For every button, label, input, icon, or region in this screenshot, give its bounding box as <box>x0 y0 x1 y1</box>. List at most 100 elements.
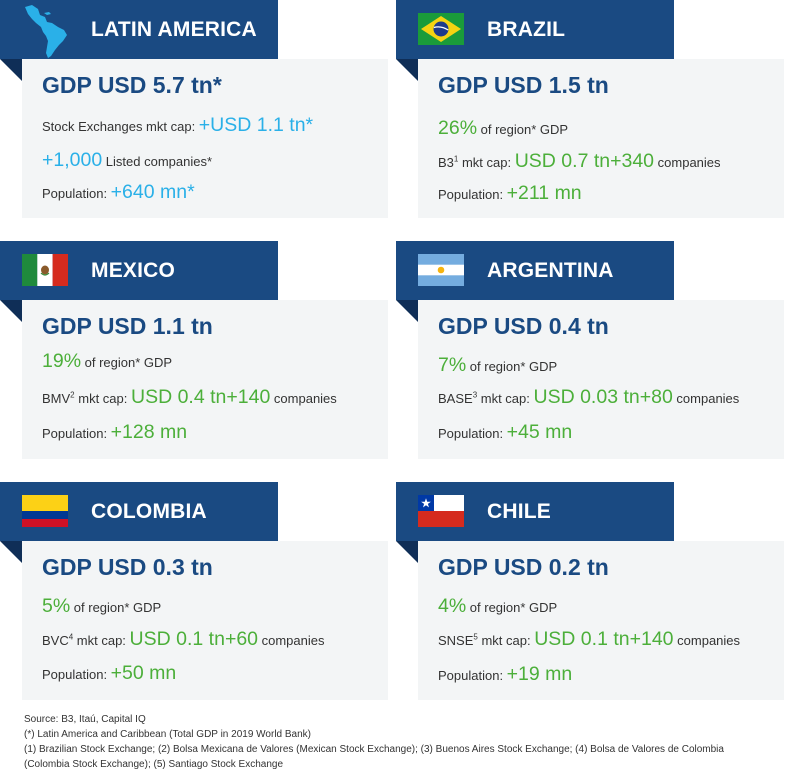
card-argentina: ARGENTINA GDP USD 0.4 tn 7% of region* G… <box>396 241 786 462</box>
banner-fold <box>0 300 22 322</box>
companies-label: companies <box>672 391 740 406</box>
banner-fold <box>396 300 418 322</box>
exchange-label: BVC <box>42 633 69 648</box>
mktcap-line: BASE3 mkt cap: USD 0.03 tn+80 companies <box>438 386 739 409</box>
companies-value: +140 <box>226 386 271 408</box>
card-chile: CHILE GDP USD 0.2 tn 4% of region* GDP S… <box>396 482 786 703</box>
mktcap-label: mkt cap: <box>74 391 131 406</box>
gdp-value: GDP USD 1.5 tn <box>438 72 609 98</box>
exchange-label: BASE <box>438 391 473 406</box>
population-value: +19 mn <box>506 663 573 685</box>
card-body <box>418 541 784 700</box>
exchange-footnote: 4 <box>68 632 74 642</box>
companies-value: +60 <box>224 628 259 650</box>
population-value: +211 mn <box>506 182 582 204</box>
share-value: 4% <box>438 595 467 617</box>
companies-value: +340 <box>610 150 655 172</box>
card-banner: BRAZIL <box>396 0 674 59</box>
share-line: 19% of region* GDP <box>42 350 172 373</box>
companies-label: companies <box>654 155 721 170</box>
share-label: of region* GDP <box>477 122 569 137</box>
mktcap-line: BVC4 mkt cap: USD 0.1 tn+60 companies <box>42 628 325 651</box>
share-value: 26% <box>438 117 478 139</box>
mktcap-label: Stock Exchanges mkt cap: <box>42 119 199 134</box>
mktcap-value: USD 0.1 tn <box>534 628 630 650</box>
population-label: Population: <box>438 426 507 441</box>
share-label: of region* GDP <box>466 600 558 615</box>
gdp-value: GDP USD 0.2 tn <box>438 554 609 580</box>
exchange-label: B3 <box>438 155 454 170</box>
share-label: of region* GDP <box>70 600 162 615</box>
population-line: Population: +45 mn <box>438 421 572 444</box>
exchange-footnote: 1 <box>453 154 459 164</box>
footnote-exchanges: (1) Brazilian Stock Exchange; (2) Bolsa … <box>24 744 724 755</box>
share-line: 5% of region* GDP <box>42 595 161 618</box>
colombia-flag-icon <box>22 495 68 527</box>
mktcap-value: USD 0.03 tn <box>533 386 640 408</box>
card-banner: MEXICO <box>0 241 278 300</box>
mktcap-label: mkt cap: <box>477 391 534 406</box>
population-value: +640 mn* <box>110 181 195 203</box>
card-latin-america: LATIN AMERICA GDP USD 5.7 tn* Stock Exch… <box>0 0 390 221</box>
mktcap-line: Stock Exchanges mkt cap: +USD 1.1 tn* <box>42 114 313 137</box>
card-banner: COLOMBIA <box>0 482 278 541</box>
population-label: Population: <box>438 187 507 202</box>
companies-value: +80 <box>639 386 673 408</box>
card-body <box>22 541 388 700</box>
population-line: Population: +128 mn <box>42 421 187 444</box>
population-line: Population: +19 mn <box>438 663 572 686</box>
chile-flag-icon <box>418 495 464 527</box>
population-value: +128 mn <box>110 421 188 443</box>
card-banner: CHILE <box>396 482 674 541</box>
mktcap-value: +USD 1.1 tn* <box>198 114 314 136</box>
share-value: 7% <box>438 354 467 376</box>
brazil-flag-icon <box>418 13 464 45</box>
mktcap-value: USD 0.1 tn <box>129 628 225 650</box>
gdp-value: GDP USD 1.1 tn <box>42 313 213 339</box>
population-label: Population: <box>42 667 111 682</box>
card-title: MEXICO <box>91 259 176 282</box>
card-body <box>418 300 784 459</box>
share-line: 26% of region* GDP <box>438 117 568 140</box>
latin-america-map-icon <box>25 5 67 58</box>
share-line: 7% of region* GDP <box>438 354 557 377</box>
mexico-flag-icon <box>22 254 68 286</box>
population-label: Population: <box>42 426 111 441</box>
footnote-exchanges-cont: (Colombia Stock Exchange); (5) Santiago … <box>24 759 284 770</box>
card-title: ARGENTINA <box>487 259 614 282</box>
footnote-asterisk: (*) Latin America and Caribbean (Total G… <box>24 729 311 740</box>
share-line: 4% of region* GDP <box>438 595 557 618</box>
mktcap-label: mkt cap: <box>73 633 130 648</box>
companies-value: +140 <box>629 628 674 650</box>
population-value: +50 mn <box>110 662 177 684</box>
card-banner: LATIN AMERICA <box>0 0 278 59</box>
exchange-label: SNSE <box>438 633 474 648</box>
card-body <box>22 300 388 459</box>
gdp-value: GDP USD 0.3 tn <box>42 554 213 580</box>
card-title: BRAZIL <box>487 18 566 41</box>
share-value: 19% <box>42 350 82 372</box>
share-value: 5% <box>42 595 71 617</box>
population-label: Population: <box>42 186 111 201</box>
gdp-value: GDP USD 0.4 tn <box>438 313 609 339</box>
banner-fold <box>0 59 22 81</box>
exchange-label: BMV <box>42 391 71 406</box>
exchange-footnote: 2 <box>70 390 75 400</box>
population-value: +45 mn <box>506 421 573 443</box>
argentina-flag-icon <box>418 254 464 286</box>
share-label: of region* GDP <box>466 359 558 374</box>
banner-fold <box>396 59 418 81</box>
footnotes: Source: B3, Itaú, Capital IQ (*) Latin A… <box>24 712 794 772</box>
mktcap-line: BMV2 mkt cap: USD 0.4 tn+140 companies <box>42 386 337 409</box>
card-title: COLOMBIA <box>91 500 207 523</box>
companies-label: companies <box>673 633 741 648</box>
card-mexico: MEXICO GDP USD 1.1 tn 19% of region* GDP… <box>0 241 390 462</box>
population-line: Population: +211 mn <box>438 182 582 205</box>
card-banner: ARGENTINA <box>396 241 674 300</box>
card-colombia: COLOMBIA GDP USD 0.3 tn 5% of region* GD… <box>0 482 390 703</box>
banner-fold <box>396 541 418 563</box>
population-line: Population: +50 mn <box>42 662 176 685</box>
companies-label: companies <box>258 633 325 648</box>
card-title: CHILE <box>487 500 551 523</box>
gdp-value: GDP USD 5.7 tn* <box>42 72 222 98</box>
